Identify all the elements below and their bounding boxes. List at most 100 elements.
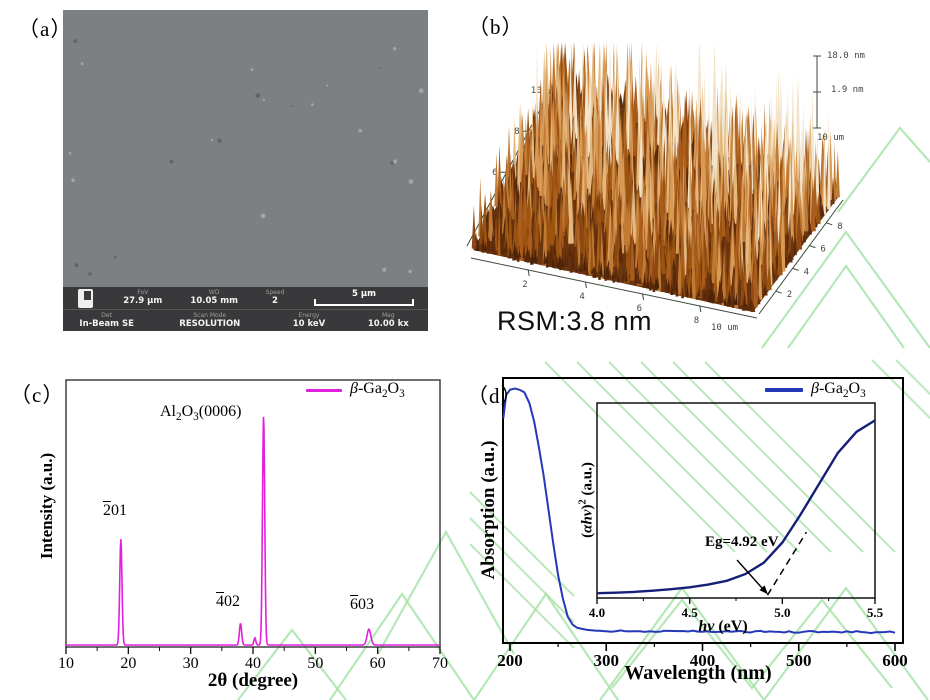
inset-tick-label: 5.0 [774, 605, 790, 620]
sem-field-speed: Speed 2 [250, 290, 300, 306]
watermark-zigzag [599, 586, 929, 700]
panel-d: 200 300 400 500 600 4.0 4.5 5.0 5.5 （d） Absorpti… [465, 350, 930, 700]
inset-frame [596, 402, 876, 599]
svg-text:8: 8 [837, 222, 842, 232]
xrd-curve [66, 416, 440, 646]
sem-scanmode-value: RESOLUTION [179, 319, 241, 330]
xrd-legend-mid: O [387, 380, 400, 397]
sem-detector-icon [77, 288, 93, 308]
afm-3d-plot: 6 8 10 2 4 6 8 10 um 2 4 6 8 10 um 18.0 nm 1.9 nm [466, 42, 865, 333]
watermark-zigzag [237, 628, 347, 700]
absorption-tick-label: 400 [690, 651, 716, 670]
xrd-tick-label: 10 [58, 655, 74, 672]
xrd-tick-label: 50 [307, 655, 323, 672]
xrd-peak-label-402: 402 [216, 593, 240, 610]
absorption-y-axis-title: Absorption (a.u.) [478, 440, 499, 580]
panel-b-label: （b） [468, 15, 524, 39]
sem-det-label: Det [101, 312, 112, 320]
eg-arrow-line [736, 559, 763, 589]
inset-tick-label: 4.0 [589, 605, 605, 620]
svg-text:2: 2 [787, 290, 792, 300]
xrd-legend: β-Ga2O3 [306, 380, 405, 400]
absorption-legend-line [765, 388, 803, 392]
xrd-legend-label: β-Ga2O3 [350, 380, 405, 400]
inset-y-axis-title: (αhv)2 (a.u.) [577, 462, 596, 538]
sem-info-bar: FoV 27.9 μm WD 10.05 mm Speed 2 5 μm [63, 287, 428, 331]
afm-surface-spikes [471, 42, 840, 312]
watermark-zigzag [761, 230, 930, 349]
absorption-legend-label: β-Ga2O3 [811, 380, 866, 401]
panel-a-label: （a） [18, 17, 73, 41]
watermark-zigzag [377, 529, 515, 655]
sem-detector-icon-mark [83, 290, 91, 300]
panel-b: 6 8 10 2 4 6 8 10 um 2 4 6 8 10 um 18.0 nm 1.9 nm （b） … [465, 0, 930, 350]
absorption-tick-label: 300 [594, 651, 620, 670]
sem-scalebar-label: 5 μm [352, 288, 376, 299]
xrd-tick-label: 30 [183, 655, 199, 672]
svg-text:8: 8 [694, 316, 699, 326]
sem-scanmode-label: Scan Mode [193, 312, 227, 320]
xrd-legend-line [306, 388, 342, 392]
sem-speed-label: Speed [265, 289, 285, 297]
sem-image: FoV 27.9 μm WD 10.05 mm Speed 2 5 μm [63, 10, 428, 331]
sem-mag-value: 10.00 kx [367, 319, 409, 330]
sem-info-row1: FoV 27.9 μm WD 10.05 mm Speed 2 5 μm [63, 287, 428, 310]
xrd-legend-sub2: 3 [399, 388, 405, 401]
watermark-zigzag [329, 592, 619, 700]
panel-d-label: （d） [467, 384, 523, 408]
watermark-zigzag [787, 264, 905, 349]
sem-speed-value: 2 [272, 296, 278, 307]
xrd-tick-label: 20 [120, 655, 136, 672]
absorption-legend: β-Ga2O3 [765, 380, 866, 400]
absorption-frame [502, 377, 904, 644]
sem-field-scanmode: Scan Mode RESOLUTION [150, 313, 269, 329]
eg-arrow-head [759, 585, 768, 595]
absorption-tick-label: 600 [882, 651, 908, 670]
watermark-zigzag [837, 126, 930, 213]
xrd-legend-beta: β [350, 380, 358, 397]
xrd-peak-label-603: 603 [350, 596, 374, 613]
sem-field-fov: FoV 27.9 μm [107, 290, 178, 306]
svg-text:8: 8 [514, 127, 519, 137]
xrd-al2o3-annotation: Al2O3(0006) [160, 403, 242, 424]
rsm-annotation: RSM:3.8 nm [497, 306, 653, 336]
panel-c-label: （c） [10, 383, 65, 407]
sem-wd-label: WD [208, 289, 220, 297]
sem-scalebar-line [314, 299, 414, 307]
svg-text:18.0 nm: 18.0 nm [827, 51, 865, 61]
absorption-x-axis-title: Wavelength (nm) [624, 662, 772, 684]
svg-text:4: 4 [579, 292, 584, 302]
sem-wd-value: 10.05 mm [190, 296, 238, 307]
xrd-tick-label: 60 [370, 655, 386, 672]
absorption-tick-label: 200 [497, 651, 523, 670]
inset-tick-label: 4.5 [682, 605, 699, 620]
xrd-tick-label: 70 [432, 655, 448, 672]
svg-text:6: 6 [637, 304, 642, 314]
svg-text:10 um: 10 um [711, 323, 738, 333]
sem-fov-value: 27.9 μm [123, 296, 163, 307]
sem-energy-value: 10 keV [292, 319, 326, 330]
xrd-legend-sub1: 2 [381, 388, 388, 401]
sem-info-row2: Det In-Beam SE Scan Mode RESOLUTION Ener… [63, 310, 428, 331]
sem-icon-cell [63, 288, 107, 308]
panel-a: （a） FoV 27.9 μm WD 10.05 mm [0, 0, 465, 350]
inset-eg-annotation: Eg=4.92 eV [705, 534, 779, 550]
xrd-legend-rest: -Ga [357, 380, 382, 397]
sem-field-det: Det In-Beam SE [63, 313, 150, 329]
xrd-chart: 10 20 30 40 50 60 70 [58, 379, 448, 672]
svg-text:4: 4 [804, 267, 809, 277]
sem-field-energy: Energy 10 keV [269, 313, 348, 329]
xrd-y-axis-title: Intensity (a.u.) [37, 452, 56, 560]
svg-text:2: 2 [522, 280, 527, 290]
inset-x-axis-title: hv (eV) [698, 618, 748, 635]
tauc-extrapolation-line [766, 531, 808, 596]
sem-field-wd: WD 10.05 mm [178, 290, 249, 306]
tauc-curve [596, 419, 876, 595]
svg-text:10: 10 [531, 86, 542, 96]
svg-text:6: 6 [820, 245, 825, 255]
xrd-tick-label: 40 [245, 655, 261, 672]
svg-text:10 um: 10 um [817, 133, 844, 143]
svg-text:6: 6 [492, 168, 497, 178]
